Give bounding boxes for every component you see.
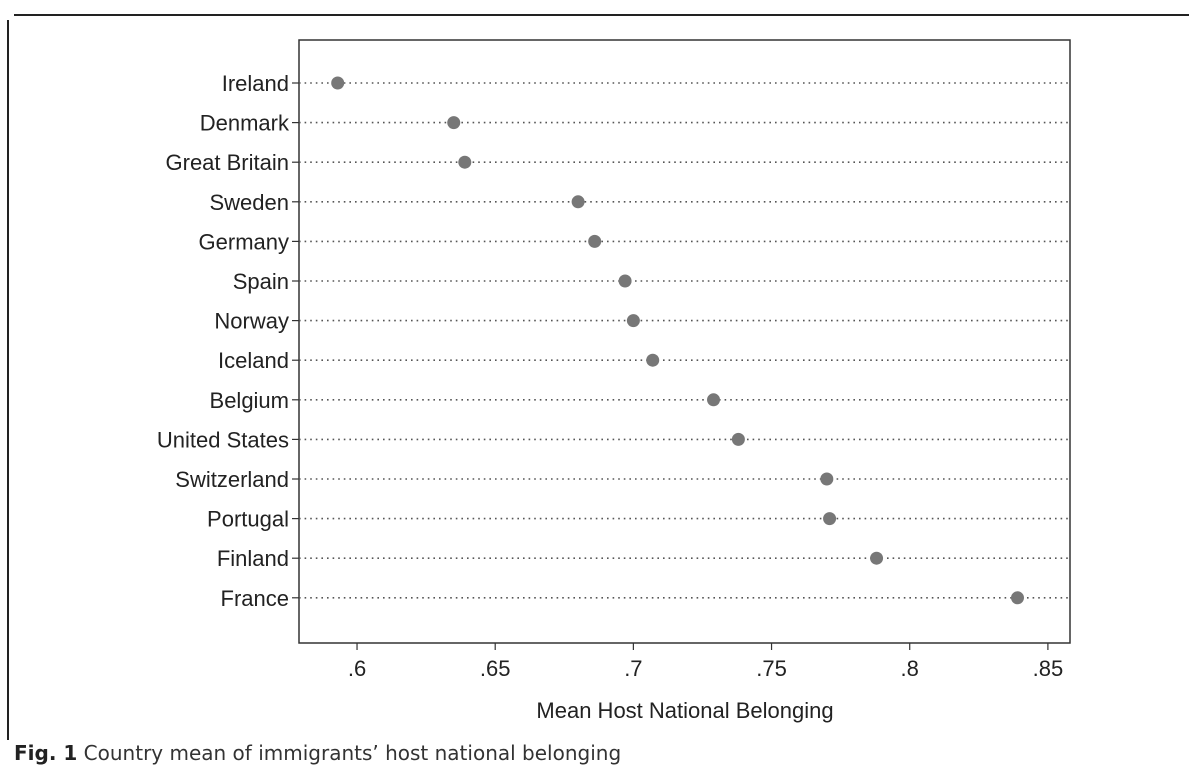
y-tick-label-belgium: Belgium: [210, 388, 289, 413]
x-tick-label: .75: [756, 656, 787, 681]
point-ireland: [331, 76, 345, 90]
point-sweden: [571, 195, 585, 209]
y-tick-label-iceland: Iceland: [218, 348, 289, 373]
point-united-states: [731, 432, 745, 446]
y-tick-label-ireland: Ireland: [222, 71, 289, 96]
point-norway: [626, 314, 640, 328]
x-axis-label: Mean Host National Belonging: [536, 698, 833, 723]
point-iceland: [646, 353, 660, 367]
y-tick-label-france: France: [221, 586, 289, 611]
point-portugal: [823, 512, 837, 526]
x-tick-label: .6: [348, 656, 366, 681]
y-tick-label-united-states: United States: [157, 427, 289, 452]
point-belgium: [707, 393, 721, 407]
x-tick-label: .85: [1033, 656, 1064, 681]
y-tick-label-spain: Spain: [233, 269, 289, 294]
caption-text: Country mean of immigrants’ host nationa…: [83, 741, 622, 765]
x-tick-label: .8: [901, 656, 919, 681]
point-spain: [618, 274, 632, 288]
point-finland: [870, 551, 884, 565]
y-tick-label-sweden: Sweden: [209, 190, 289, 215]
x-tick-label: .65: [480, 656, 511, 681]
y-tick-label-germany: Germany: [199, 229, 289, 254]
point-great-britain: [458, 155, 472, 169]
y-tick-label-great-britain: Great Britain: [166, 150, 290, 175]
y-tick-label-norway: Norway: [214, 309, 289, 334]
y-tick-label-switzerland: Switzerland: [175, 467, 289, 492]
point-germany: [588, 234, 602, 248]
y-tick-label-denmark: Denmark: [200, 111, 290, 136]
x-tick-label: .7: [624, 656, 642, 681]
figure-frame-top: [14, 14, 1189, 16]
point-france: [1010, 591, 1024, 605]
y-tick-label-finland: Finland: [217, 546, 289, 571]
figure-frame-left: [7, 20, 9, 740]
point-switzerland: [820, 472, 834, 486]
point-denmark: [447, 116, 461, 130]
caption-label: Fig. 1: [14, 741, 78, 765]
figure-caption: Fig. 1 Country mean of immigrants’ host …: [14, 741, 621, 765]
plot-frame: [298, 39, 1071, 644]
y-tick-label-portugal: Portugal: [207, 507, 289, 532]
